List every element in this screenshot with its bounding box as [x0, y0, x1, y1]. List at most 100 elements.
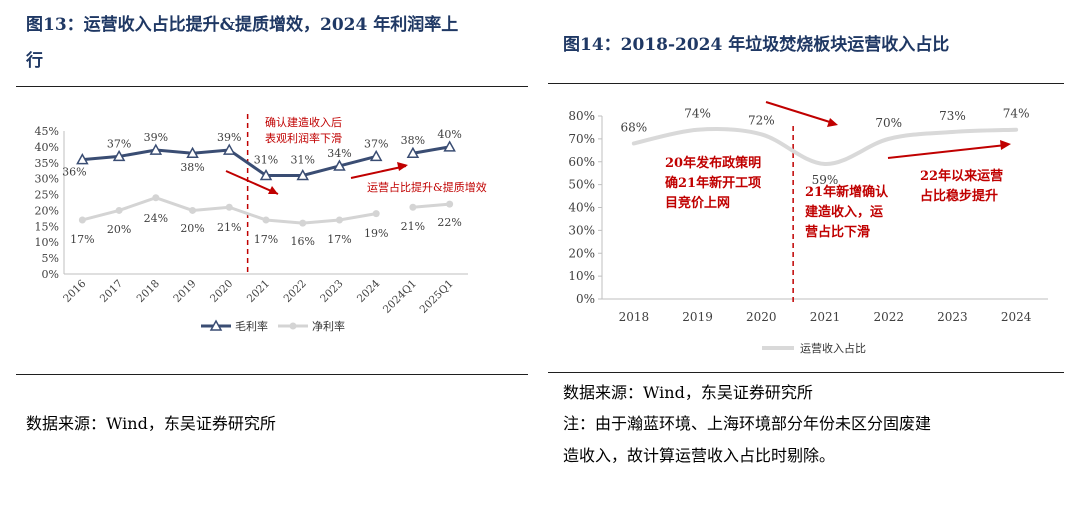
gross-margin-data-label: 39%: [144, 131, 168, 144]
gross-margin-data-label: 34%: [327, 147, 351, 160]
left-y-tick-label: 40%: [35, 141, 59, 154]
left-annotation-1-line2: 表观利润率下滑: [265, 131, 342, 145]
left-x-tick-label: 2020: [208, 278, 235, 305]
left-y-tick-label: 25%: [35, 189, 59, 202]
net-margin-point: [115, 206, 123, 214]
legend-net-margin-label: 净利率: [312, 319, 345, 333]
right-y-tick-label: 10%: [568, 269, 595, 283]
gross-margin-point: [259, 168, 273, 181]
net-margin-data-label: 19%: [364, 227, 388, 240]
left-annotation-1-line1: 确认建造收入后: [265, 115, 342, 129]
operating-ratio-data-label: 73%: [939, 109, 966, 123]
net-margin-data-label: 17%: [70, 233, 94, 246]
left-x-tick-label: 2023: [318, 278, 345, 305]
left-x-tick-label: 2018: [135, 278, 162, 305]
right-annotation-2-line2: 建造收入，运: [805, 204, 883, 220]
left-x-tick-label: 2017: [98, 278, 125, 305]
right-y-tick-label: 80%: [568, 109, 595, 123]
right-x-tick-label: 2022: [873, 310, 904, 324]
gross-margin-point: [406, 146, 420, 158]
net-margin-data-label: 16%: [291, 235, 315, 248]
right-annotation-1-line2: 确21年新开工项: [665, 175, 761, 191]
right-figure-title: 图14：2018-2024 年垃圾焚烧板块运营收入占比: [563, 35, 950, 55]
gross-margin-point: [443, 140, 456, 152]
right-note-line2: 造收入，故计算运营收入占比时剔除。: [563, 446, 836, 465]
net-margin-point: [189, 206, 197, 214]
net-margin-data-label: 20%: [180, 222, 204, 235]
net-margin-point: [409, 203, 417, 211]
net-margin-data-label: 22%: [437, 216, 461, 229]
operating-ratio-data-label: 74%: [1003, 107, 1030, 121]
net-margin-data-label: 17%: [327, 233, 351, 246]
right-annotation-1-line1: 20年发布政策明: [665, 155, 761, 171]
left-data-labels: 17% 20% 24% 20% 21% 17% 16% 17% 19% 21% 22% 36% 37% 3…: [62, 128, 462, 248]
gross-margin-point: [186, 146, 199, 158]
right-annotation-arrowhead-up: [1000, 140, 1011, 150]
left-y-tick-label: 5%: [42, 252, 59, 265]
left-annotation-arrow-down: [225, 170, 279, 195]
left-figure-title-line2: 行: [26, 51, 43, 71]
gross-margin-point: [76, 153, 89, 165]
net-margin-data-label: 21%: [401, 220, 425, 233]
right-x-tick-label: 2023: [937, 310, 968, 324]
net-margin-data-label: 17%: [254, 233, 278, 246]
left-x-tick-label: 2024: [355, 277, 383, 305]
right-legend: 运营收入占比: [762, 341, 866, 355]
right-annotation-3-line1: 22年以来运营: [920, 168, 1003, 184]
left-y-tick-label: 15%: [35, 220, 59, 233]
left-y-axis: 0% 5% 10% 15% 20% 25% 30% 35% 40% 45%: [35, 125, 468, 281]
right-y-tick-label: 70%: [568, 132, 595, 146]
right-y-axis: 0% 10% 20% 30% 40% 50% 60% 70% 80%: [568, 109, 1048, 306]
net-margin-line: [412, 202, 450, 209]
left-x-tick-label: 2024Q1: [381, 278, 419, 316]
net-margin-point: [262, 216, 270, 224]
operating-ratio-data-label: 70%: [875, 116, 902, 130]
operating-ratio-line: [631, 126, 1019, 167]
right-data-labels: 68% 74% 72% 59% 70% 73% 74%: [621, 107, 1030, 187]
left-source: 数据来源：Wind，东吴证券研究所: [26, 414, 276, 433]
legend-net-margin-marker: [289, 322, 297, 330]
right-x-tick-label: 2021: [810, 310, 841, 324]
left-series: [76, 140, 456, 227]
right-x-tick-label: 2019: [682, 310, 713, 324]
right-series: [631, 126, 1019, 167]
gross-margin-point: [333, 159, 346, 171]
left-y-tick-label: 10%: [35, 236, 59, 249]
right-y-tick-label: 20%: [568, 246, 595, 260]
left-annotation-arrow-up: [350, 165, 407, 179]
left-legend: 毛利率 净利率: [201, 319, 345, 333]
net-margin-point: [152, 194, 160, 202]
right-annotation-arrow-up: [887, 144, 1007, 159]
net-margin-point: [335, 216, 343, 224]
right-annotation-arrow-down: [765, 101, 834, 124]
legend-gross-margin-marker: [209, 319, 223, 331]
gross-margin-point: [149, 143, 163, 155]
left-top-rule: [16, 86, 528, 87]
right-note-line1: 注：由于瀚蓝环境、上海环境部分年份未区分固废建: [563, 414, 932, 433]
left-annotations: 确认建造收入后 表观利润率下滑 运营占比提升&提质增效: [225, 115, 487, 195]
right-y-tick-label: 30%: [568, 223, 595, 237]
net-margin-data-label: 20%: [107, 223, 131, 236]
left-x-axis: 2016 2017 2018 2019 2020 2021 2022 2023 20242024…: [61, 277, 456, 315]
operating-ratio-data-label: 74%: [684, 107, 711, 121]
left-annotation-arrowhead-down: [268, 186, 278, 194]
right-y-tick-label: 40%: [568, 201, 595, 215]
gross-margin-data-label: 38%: [401, 134, 425, 147]
left-y-tick-label: 30%: [35, 173, 59, 186]
right-annotation-1-line3: 目竞价上网: [665, 195, 730, 211]
left-bottom-rule: [16, 374, 528, 375]
operating-ratio-data-label: 72%: [748, 113, 775, 127]
right-annotation-3-line2: 占比稳步提升: [920, 188, 998, 204]
right-bottom-rule: [548, 372, 1064, 373]
legend-gross-margin-label: 毛利率: [235, 319, 268, 333]
right-x-tick-label: 2020: [746, 310, 777, 324]
operating-ratio-data-label: 59%: [812, 173, 839, 187]
right-y-tick-label: 0%: [576, 292, 595, 306]
net-margin-point: [372, 210, 380, 218]
gross-margin-line: [412, 145, 450, 155]
gross-margin-point: [369, 149, 383, 162]
right-annotation-arrowhead-down: [827, 118, 838, 127]
gross-margin-data-label: 37%: [364, 137, 388, 150]
gross-margin-data-label: 31%: [254, 153, 278, 166]
gross-margin-point: [222, 143, 236, 155]
